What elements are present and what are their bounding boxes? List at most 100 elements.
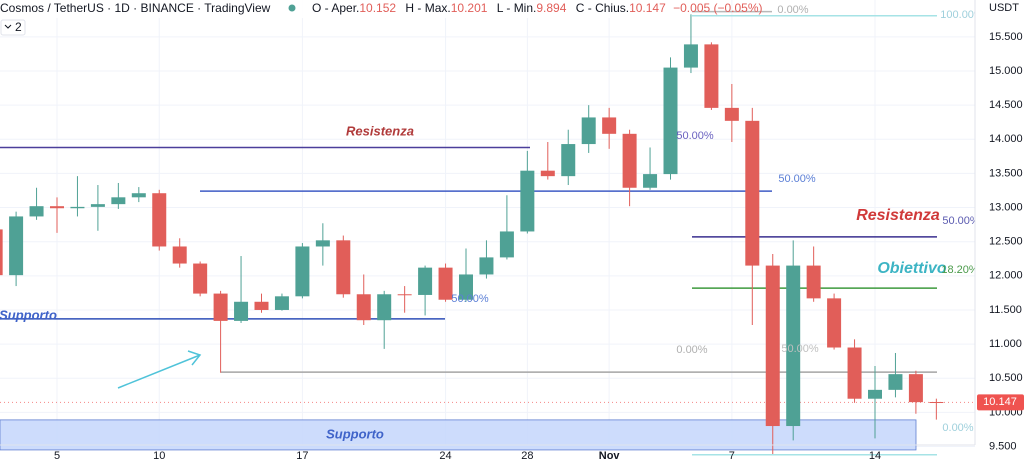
- x-tick-label: Nov: [599, 450, 621, 462]
- candle-body: [459, 274, 473, 300]
- levels: Supporto: [0, 10, 975, 456]
- price-axis: [975, 0, 1024, 467]
- x-tick-label: 17: [296, 450, 308, 462]
- high-label: H - Max.: [405, 1, 450, 15]
- candle-body: [254, 301, 269, 310]
- candle-body: [336, 240, 351, 295]
- candle-body: [111, 197, 126, 205]
- fib-label: 50.00%: [676, 130, 714, 142]
- y-tick-label: 10.500: [989, 372, 1023, 384]
- last-price-label: 10.147: [983, 396, 1017, 408]
- candle-body: [70, 206, 85, 209]
- candle-body: [888, 374, 903, 390]
- candle-body: [295, 246, 310, 297]
- candle-body: [663, 67, 678, 175]
- candle-body: [0, 229, 3, 276]
- y-tick-label: 11.500: [989, 304, 1022, 316]
- candle-body: [643, 174, 658, 188]
- y-tick-label: 14.500: [989, 99, 1023, 111]
- candle-body: [9, 216, 24, 276]
- candle-body: [908, 374, 923, 403]
- fib-label: 18.20%: [941, 264, 979, 276]
- arrow-head: [187, 350, 202, 366]
- candle-body: [622, 133, 637, 188]
- x-tick-label: 7: [729, 450, 735, 462]
- header: Cosmos / TetherUS · 1D · BINANCE · Tradi…: [0, 0, 763, 36]
- candles: [0, 14, 944, 455]
- candle-body: [438, 267, 453, 300]
- open-label: O - Aper.: [312, 1, 359, 15]
- last-price-tag: [977, 394, 1024, 411]
- chevron: [4, 24, 12, 29]
- annotation-label: Resistenza: [346, 123, 414, 138]
- y-tick-label: 15.500: [989, 31, 1023, 43]
- indicators-count: 2: [15, 20, 22, 34]
- fib-label: 100.00%: [940, 9, 984, 21]
- candle-body: [581, 117, 596, 145]
- x-tick-label: 28: [521, 450, 533, 462]
- low-label: L - Min.: [497, 1, 537, 15]
- symbol: Cosmos / TetherUS · 1D · BINANCE · Tradi…: [0, 1, 271, 15]
- candle-body: [29, 206, 44, 217]
- candle-body: [827, 298, 842, 348]
- close-label: C - Chius.: [576, 1, 629, 15]
- annotations: Resistenza Resistenza Supporto Obiettivo 50.…: [0, 4, 984, 434]
- candle-body: [90, 204, 105, 207]
- candle-body: [377, 294, 392, 321]
- fib-label: 50.00%: [778, 173, 816, 185]
- fib-label: 50.00%: [451, 293, 489, 305]
- candle-body: [397, 294, 412, 296]
- annotation-label: Resistenza: [856, 207, 940, 224]
- change: −0.005 (−0.05%): [673, 1, 762, 15]
- fib-label: 50.00%: [942, 215, 980, 227]
- candle-body: [356, 294, 371, 321]
- candle-body: [868, 389, 882, 399]
- y-tick-label: 12.000: [989, 270, 1023, 282]
- candle-body: [274, 296, 289, 310]
- candle-body: [847, 347, 862, 399]
- high-value: 10.201: [451, 1, 488, 15]
- candle-body: [50, 206, 64, 209]
- fib-label: 0.00%: [942, 422, 973, 434]
- candle-body: [479, 257, 494, 275]
- candle-body: [499, 231, 514, 258]
- grid: [0, 0, 975, 448]
- annotation-label: Obiettivo: [877, 260, 947, 277]
- annotation-label: Supporto: [0, 307, 57, 322]
- candle-body: [540, 170, 555, 177]
- candle-body: [929, 402, 944, 404]
- x-tick-label: 24: [439, 450, 451, 462]
- candle-body: [786, 265, 801, 427]
- y-tick-label: 14.000: [989, 133, 1023, 145]
- low-value: 9.894: [536, 1, 566, 15]
- x-tick-label: 5: [54, 450, 60, 462]
- fib-label: 50.00%: [781, 343, 819, 355]
- fib-label: 0.00%: [676, 344, 707, 356]
- close-value: 10.147: [629, 1, 666, 15]
- header-bg: [0, 0, 660, 18]
- currency: USDT: [989, 2, 1019, 14]
- y-tick-label: 12.500: [989, 236, 1023, 248]
- arrow-line: [117, 354, 201, 389]
- open-value: 10.152: [359, 1, 396, 15]
- candle-body: [234, 301, 249, 321]
- y-tick-label: 15.000: [989, 65, 1023, 77]
- indicators-toggle[interactable]: [0, 19, 26, 36]
- zone-label: Supporto: [326, 426, 384, 441]
- ohlc: O - Aper.10.152 H - Max.10.201 L - Min.9…: [312, 1, 763, 15]
- candle-body: [315, 240, 330, 247]
- candle-body: [131, 193, 146, 198]
- candle-body: [561, 144, 576, 177]
- candle-body: [745, 120, 760, 266]
- candle-body: [418, 267, 433, 295]
- axes: 9.50010.00010.50011.00011.50012.00012.50…: [54, 2, 1024, 462]
- y-tick-label: 13.000: [989, 201, 1023, 213]
- status-dot: [288, 4, 296, 12]
- arrow: [117, 350, 202, 389]
- y-tick-label: 13.500: [989, 167, 1023, 179]
- y-tick-label: 9.500: [989, 440, 1017, 452]
- candle-body: [152, 193, 167, 247]
- x-tick-label: 14: [869, 450, 881, 462]
